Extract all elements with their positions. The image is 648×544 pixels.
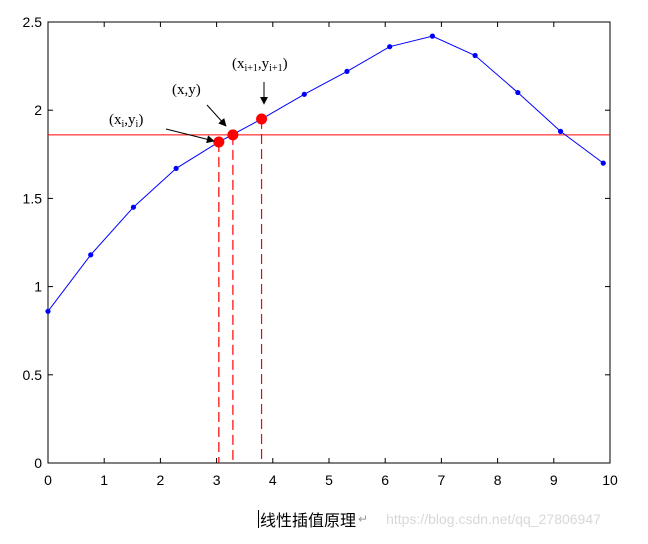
y-tick-label: 0 bbox=[34, 455, 42, 471]
series-point bbox=[472, 52, 478, 59]
x-axis: 0 1 2 3 4 5 6 7 8 9 10 bbox=[44, 22, 618, 488]
interpolation-points bbox=[213, 113, 268, 148]
x-tick-label: 6 bbox=[381, 472, 389, 488]
y-tick-label: 0.5 bbox=[23, 367, 43, 383]
annotation-p-i-open: (x bbox=[109, 112, 122, 128]
y-tick-label: 1.5 bbox=[23, 190, 43, 206]
x-tick-label: 2 bbox=[157, 472, 165, 488]
annotation-p-i-sub1: i bbox=[122, 119, 125, 130]
annotation-p-arrow bbox=[206, 104, 227, 127]
series-point bbox=[301, 91, 307, 97]
annotation-p-i1-close: ) bbox=[283, 56, 288, 72]
annotation-p-i1-sub1: i+1 bbox=[245, 63, 258, 74]
x-tick-label: 8 bbox=[494, 472, 502, 488]
text-cursor bbox=[258, 510, 259, 528]
x-tick-label: 5 bbox=[325, 472, 333, 488]
annotation-p-i-mid: ,y bbox=[124, 112, 136, 128]
watermark-url: https://blog.csdn.net/qq_27806947 bbox=[386, 511, 601, 527]
annotation-p-i-close: ) bbox=[138, 112, 143, 128]
y-axis: 0 0.5 1 1.5 2 2.5 bbox=[23, 14, 610, 471]
annotation-p-i-sub2: i bbox=[136, 119, 139, 130]
interpolation-point-p-i1 bbox=[256, 113, 268, 125]
annotation-p-i: (xi,yi) bbox=[109, 112, 215, 144]
x-tick-label: 9 bbox=[550, 472, 558, 488]
plot-area-frame bbox=[47, 21, 611, 464]
series-point bbox=[557, 128, 564, 134]
annotation-p-i1-label: (xi+1,yi+1) bbox=[232, 56, 288, 74]
interpolation-point-p bbox=[227, 129, 239, 141]
figure-caption: 线性插值原理 ↵ https://blog.csdn.net/qq_278069… bbox=[258, 508, 601, 530]
series-point bbox=[45, 308, 51, 314]
series-point bbox=[88, 252, 94, 258]
paragraph-mark-icon: ↵ bbox=[358, 512, 369, 526]
series-point bbox=[429, 33, 436, 39]
x-tick-label: 10 bbox=[602, 472, 618, 488]
series-point bbox=[173, 165, 179, 172]
interpolation-point-p-i bbox=[213, 136, 225, 148]
x-tick-label: 0 bbox=[44, 472, 52, 488]
annotation-p-label: (x,y) bbox=[172, 82, 201, 98]
annotation-p-i1-sub2: i+1 bbox=[269, 63, 282, 74]
annotation-p-i-label: (xi,yi) bbox=[109, 112, 143, 130]
line-chart: 00.511.522.5 0 1 2 3 4 5 6 7 8 9 10 (xi,yi) (x,y) … bbox=[23, 14, 618, 488]
annotation-p: (x,y) bbox=[172, 82, 227, 127]
interpolation-guides bbox=[48, 119, 610, 463]
series-point bbox=[515, 89, 521, 96]
x-tick-label: 3 bbox=[213, 472, 221, 488]
x-tick-label: 7 bbox=[438, 472, 446, 488]
annotation-p-i1-mid: ,y bbox=[258, 56, 270, 72]
annotation-p-i-arrow bbox=[165, 128, 215, 144]
series-point bbox=[600, 160, 606, 166]
caption-text: 线性插值原理 bbox=[260, 511, 357, 530]
annotation-p-i1-open: (x bbox=[232, 56, 245, 72]
y-tick-label: 1 bbox=[34, 279, 42, 295]
series-point bbox=[387, 44, 393, 50]
x-tick-label: 4 bbox=[269, 472, 277, 488]
series-line bbox=[47, 35, 604, 312]
series-point bbox=[344, 68, 350, 74]
annotation-p-i1: (xi+1,yi+1) bbox=[232, 56, 288, 105]
y-tick-label: 2.5 bbox=[23, 14, 43, 30]
series-point bbox=[130, 204, 137, 210]
x-tick-label: 1 bbox=[100, 472, 108, 488]
y-tick-label: 2 bbox=[34, 102, 42, 118]
